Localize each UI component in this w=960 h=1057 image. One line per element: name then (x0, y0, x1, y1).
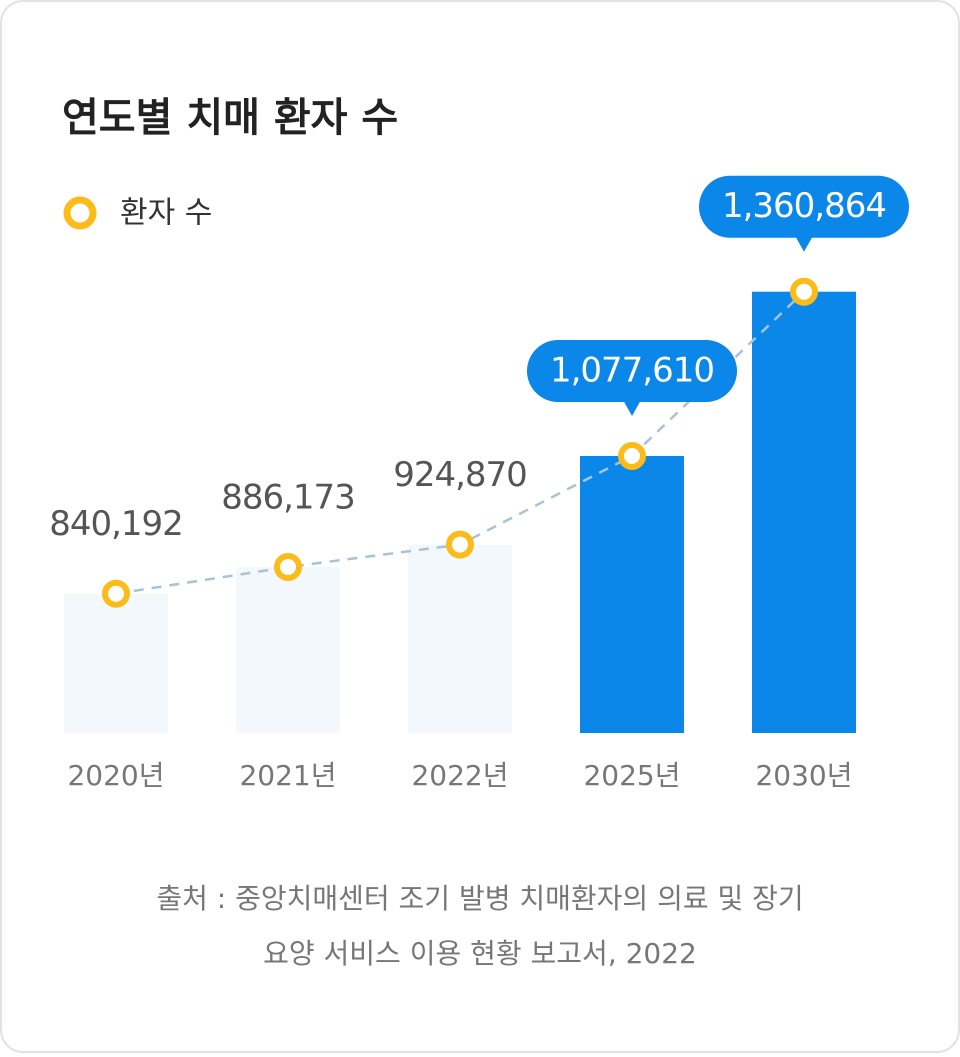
x-tick-label: 2022년 (411, 759, 508, 792)
bar (580, 455, 684, 733)
label-pointer (795, 235, 813, 252)
chart-title: 연도별 치매 환자 수 (62, 95, 398, 141)
value-label: 1,077,610 (550, 350, 714, 390)
x-tick-label: 2021년 (239, 759, 336, 792)
value-label: 886,173 (221, 478, 355, 518)
value-label: 1,360,864 (722, 186, 886, 226)
bar (408, 544, 512, 733)
value-label: 840,192 (49, 504, 183, 544)
bar (64, 593, 168, 733)
legend-marker (63, 196, 97, 230)
point (618, 441, 646, 470)
label-bubble (699, 175, 909, 238)
bar (752, 291, 856, 733)
x-tick-label: 2030년 (755, 759, 852, 792)
legend-label: 환자 수 (120, 196, 212, 231)
x-tick-label: 2025년 (583, 759, 680, 792)
bar (236, 567, 340, 733)
point (274, 553, 302, 582)
label-pointer (623, 399, 641, 416)
point (102, 579, 130, 608)
label-bubble (527, 339, 737, 402)
source: 출처 : 중앙치매센터 조기 발병 치매환자의 의료 및 장기 (156, 882, 803, 915)
point (790, 277, 818, 306)
x-tick-label: 2020년 (67, 759, 164, 792)
point (446, 530, 474, 559)
source: 요양 서비스 이용 현황 보고서, 2022 (263, 937, 697, 970)
value-label: 924,870 (393, 455, 527, 495)
